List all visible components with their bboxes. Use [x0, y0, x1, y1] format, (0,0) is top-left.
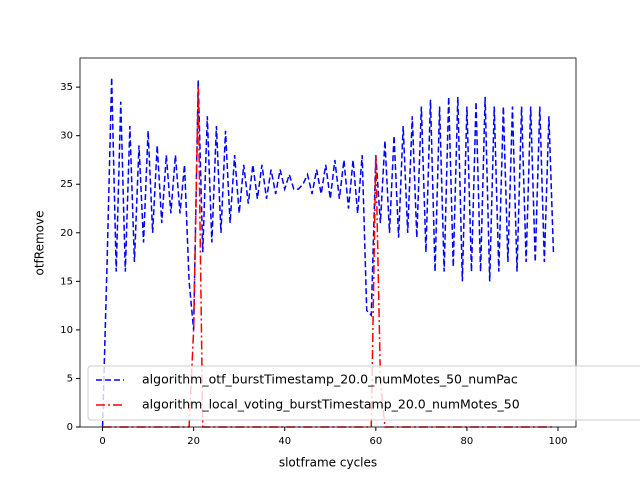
x-tick-label: 80	[461, 436, 474, 447]
x-tick-label: 100	[548, 436, 567, 447]
y-tick-label: 5	[67, 373, 73, 384]
plot-frame	[79, 57, 577, 428]
x-tick-label: 60	[369, 436, 382, 447]
x-tick-label: 40	[278, 436, 291, 447]
y-tick-label: 35	[60, 82, 73, 93]
line-series	[101, 77, 555, 428]
y-tick-label: 25	[60, 179, 73, 190]
y-tick-label: 30	[60, 131, 73, 142]
y-axis-label: otfRemove	[33, 211, 47, 276]
y-tick-label: 20	[60, 228, 73, 239]
y-tick-label: 15	[60, 276, 73, 287]
x-tick-label: 20	[187, 436, 200, 447]
y-tick-label: 10	[60, 325, 73, 336]
legend-label: algorithm_otf_burstTimestamp_20.0_numMot…	[142, 372, 518, 387]
y-tick-label: 0	[67, 422, 73, 433]
legend-box	[87, 365, 640, 421]
x-tick-label: 0	[99, 436, 105, 447]
legend-label: algorithm_local_voting_burstTimestamp_20…	[142, 397, 520, 412]
x-axis-label: slotframe cycles	[279, 456, 377, 470]
